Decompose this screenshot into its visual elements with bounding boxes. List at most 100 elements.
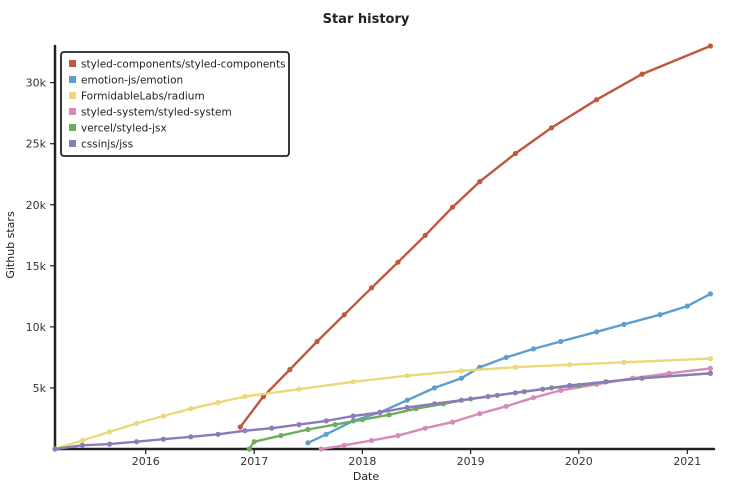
x-tick-label: 2021 — [673, 455, 701, 468]
data-point — [369, 285, 375, 291]
series-1 — [305, 291, 714, 446]
data-point — [323, 418, 329, 424]
y-axis-label: Github stars — [4, 211, 17, 279]
data-point — [237, 424, 243, 430]
data-point — [477, 179, 483, 185]
axes: 5k 10k 15k 20k 25k 30k 2016 2017 2018 2019 2020 202… — [26, 44, 716, 468]
data-point — [359, 417, 365, 423]
legend-label: cssinjs/jss — [81, 139, 133, 151]
y-tick-label: 10k — [26, 321, 47, 334]
legend-swatch — [69, 140, 76, 147]
data-point — [369, 437, 375, 444]
data-point — [684, 303, 690, 309]
data-point — [269, 425, 275, 431]
data-point — [133, 439, 140, 445]
data-point — [395, 259, 401, 265]
data-point — [548, 125, 555, 131]
data-point — [666, 370, 672, 376]
data-point — [314, 338, 320, 345]
data-point — [296, 386, 302, 392]
data-point — [332, 422, 338, 428]
data-point — [305, 426, 311, 433]
data-point — [707, 356, 714, 362]
data-point — [251, 439, 257, 445]
series-0 — [237, 43, 714, 430]
data-point — [594, 329, 600, 335]
data-point — [458, 368, 464, 374]
data-point — [707, 291, 714, 297]
x-axis-label: Date — [353, 470, 380, 483]
data-point — [512, 390, 519, 396]
data-point — [449, 419, 456, 425]
data-point — [52, 446, 58, 452]
data-point — [278, 433, 284, 439]
series-line — [53, 357, 712, 451]
y-tick-label: 5k — [33, 382, 47, 395]
data-point — [79, 437, 85, 444]
data-point — [160, 436, 167, 442]
data-point — [431, 401, 438, 407]
y-tick-label: 25k — [26, 138, 47, 151]
data-point — [567, 362, 573, 368]
data-point — [458, 375, 464, 381]
data-point — [341, 442, 347, 448]
data-point — [639, 71, 645, 77]
data-point — [603, 379, 609, 385]
legend-label: vercel/styled-jsx — [81, 123, 167, 135]
data-point — [404, 404, 410, 411]
legend-label: emotion-js/emotion — [81, 75, 183, 87]
series-layer — [52, 43, 714, 452]
data-point — [558, 387, 564, 393]
data-point — [404, 373, 410, 379]
data-point — [318, 446, 324, 452]
legend-swatch — [69, 124, 76, 131]
data-point — [350, 379, 356, 385]
data-point — [477, 411, 483, 417]
data-point — [621, 359, 627, 365]
data-point — [215, 431, 221, 437]
legend-swatch — [69, 108, 76, 115]
x-tick-label: 2019 — [457, 455, 485, 468]
data-point — [377, 409, 383, 415]
legend: styled-components/styled-components emoti… — [60, 51, 290, 157]
data-point — [621, 321, 627, 327]
data-point — [246, 446, 252, 452]
data-point — [242, 393, 248, 400]
data-point — [707, 370, 714, 376]
data-point — [341, 312, 347, 318]
data-point — [512, 364, 519, 370]
data-point — [422, 425, 428, 431]
y-tick-label: 20k — [26, 199, 47, 212]
data-point — [503, 403, 509, 409]
data-point — [106, 429, 113, 435]
data-point — [422, 232, 428, 238]
data-point — [558, 338, 564, 345]
legend-label: FormidableLabs/radium — [81, 91, 205, 103]
data-point — [323, 431, 329, 437]
data-point — [540, 386, 546, 392]
data-point — [707, 43, 714, 49]
data-point — [305, 440, 311, 446]
data-point — [395, 433, 401, 439]
data-point — [530, 395, 537, 401]
data-point — [296, 422, 302, 428]
data-point — [188, 434, 194, 440]
data-point — [287, 367, 293, 373]
data-point — [188, 406, 194, 412]
series-5 — [52, 370, 714, 452]
chart-title: Star history — [323, 12, 410, 27]
data-point — [133, 420, 140, 426]
data-point — [485, 393, 491, 400]
data-point — [657, 312, 663, 318]
legend-label: styled-components/styled-components — [81, 59, 286, 71]
data-point — [404, 397, 410, 403]
data-point — [449, 204, 456, 210]
x-tick-label: 2020 — [565, 455, 593, 468]
series-2 — [52, 356, 714, 452]
data-point — [530, 346, 537, 352]
series-line — [320, 367, 712, 451]
data-point — [160, 413, 167, 419]
legend-box — [60, 51, 290, 157]
data-point — [350, 413, 356, 419]
